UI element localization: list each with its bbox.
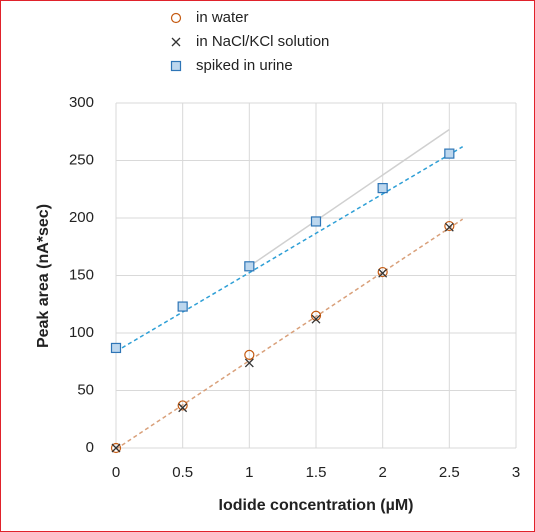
- point: [244, 261, 255, 272]
- y-axis-label: Peak area (nA*sec): [35, 204, 52, 348]
- point: [110, 342, 122, 354]
- legend-label: spiked in urine: [196, 57, 293, 74]
- point: [177, 400, 188, 411]
- point: [110, 442, 122, 454]
- x-tick-label: 1.5: [306, 464, 327, 481]
- point: [177, 301, 188, 312]
- point: [378, 268, 388, 278]
- legend-marker: [170, 60, 182, 72]
- legend-label: in water: [196, 9, 249, 26]
- point: [310, 216, 322, 227]
- x-tick-label: 2: [378, 464, 386, 481]
- point: [444, 220, 455, 232]
- y-tick-label: 200: [69, 209, 94, 226]
- point: [377, 183, 388, 194]
- point: [310, 310, 322, 321]
- x-tick-label: 2.5: [439, 464, 460, 481]
- x-tick-label: 0: [112, 464, 120, 481]
- legend-label: in NaCl/KCl solution: [196, 33, 329, 50]
- y-tick-label: 0: [86, 439, 94, 456]
- legend-marker: [170, 12, 182, 24]
- x-axis-label: Iodide concentration (µM): [219, 497, 414, 514]
- y-tick-label: 300: [69, 94, 94, 111]
- point: [111, 443, 121, 453]
- y-tick-label: 150: [69, 266, 94, 283]
- y-tick-label: 100: [69, 324, 94, 341]
- legend-marker: [171, 37, 181, 47]
- trendline: [115, 218, 464, 450]
- point: [377, 266, 388, 278]
- y-tick-label: 250: [69, 151, 94, 168]
- point: [444, 222, 454, 232]
- point: [178, 403, 188, 413]
- point: [311, 314, 321, 324]
- trendline: [248, 128, 450, 267]
- x-tick-label: 1: [245, 464, 253, 481]
- x-tick-label: 0.5: [172, 464, 193, 481]
- x-tick-label: 3: [512, 464, 520, 481]
- point: [244, 349, 255, 360]
- point: [244, 358, 254, 368]
- y-tick-label: 50: [77, 381, 94, 398]
- point: [444, 148, 455, 159]
